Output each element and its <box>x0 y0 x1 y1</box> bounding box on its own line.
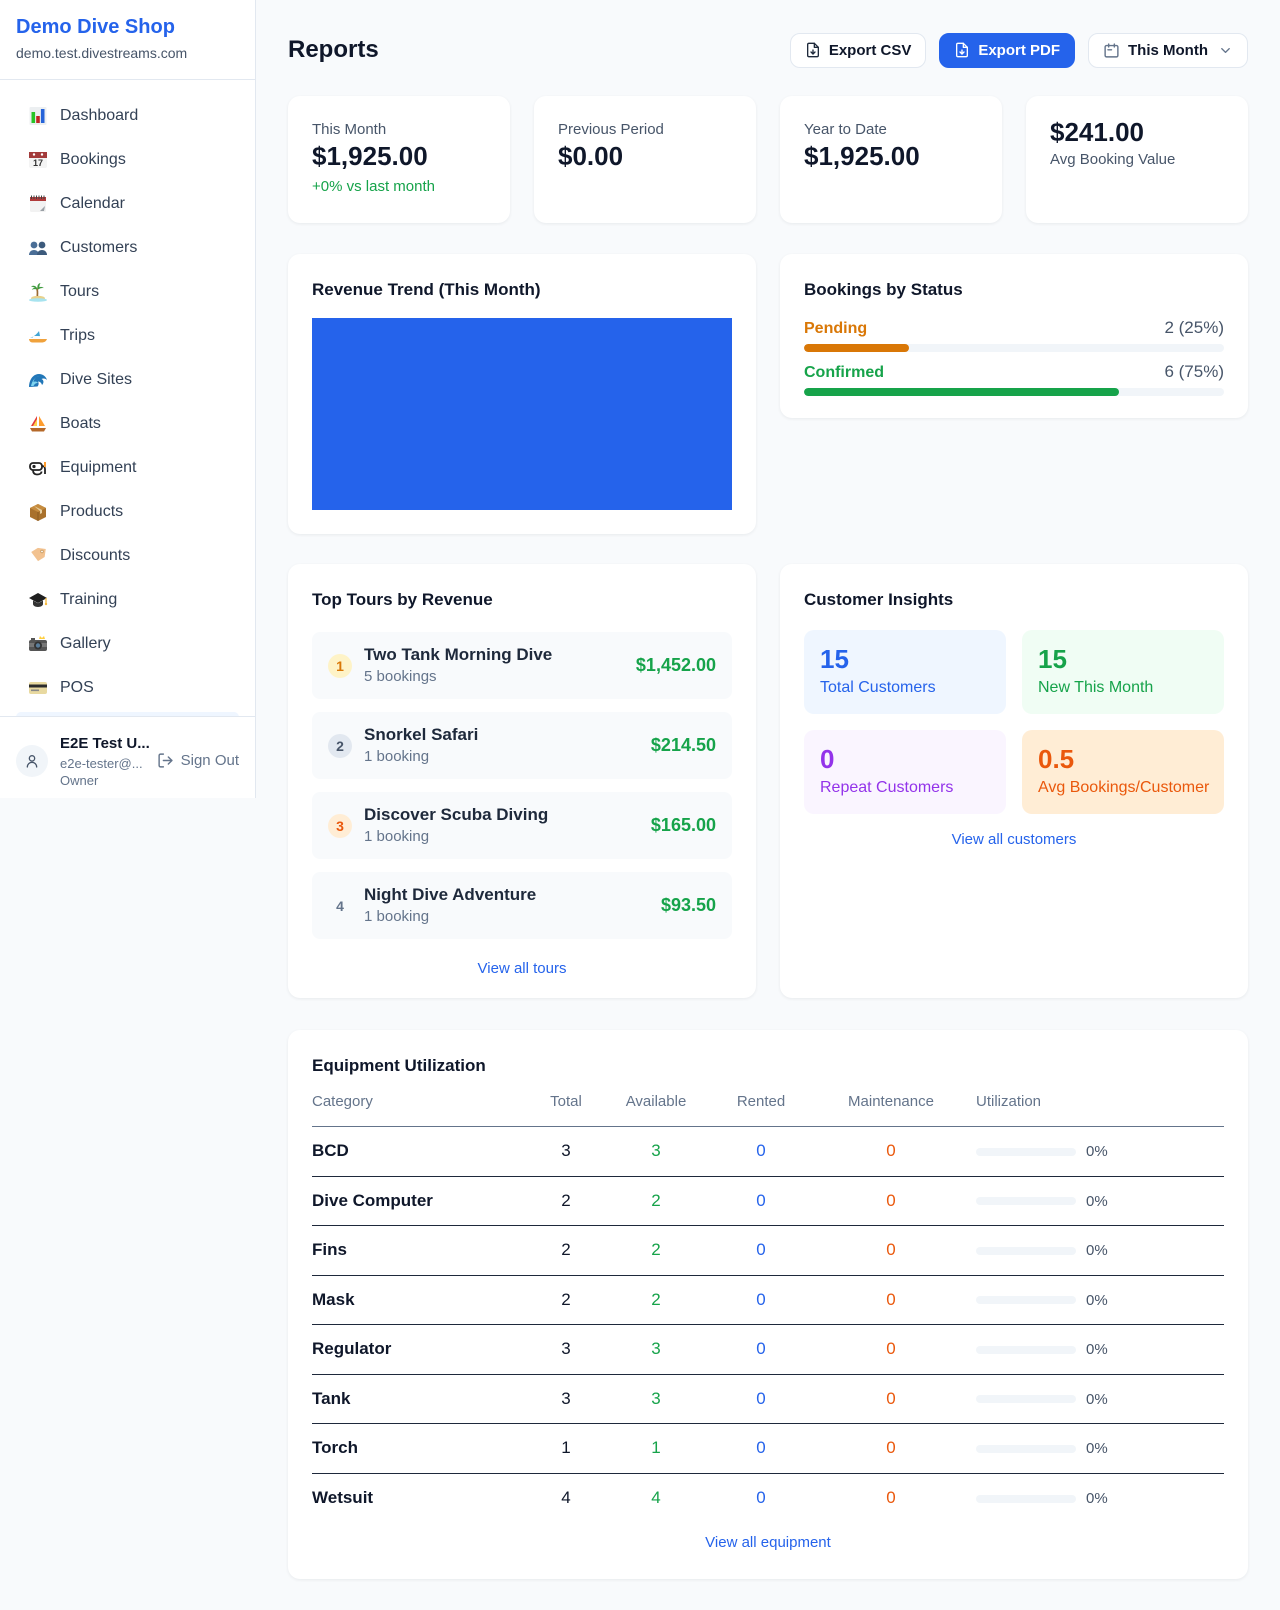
svg-text:17: 17 <box>33 158 43 168</box>
